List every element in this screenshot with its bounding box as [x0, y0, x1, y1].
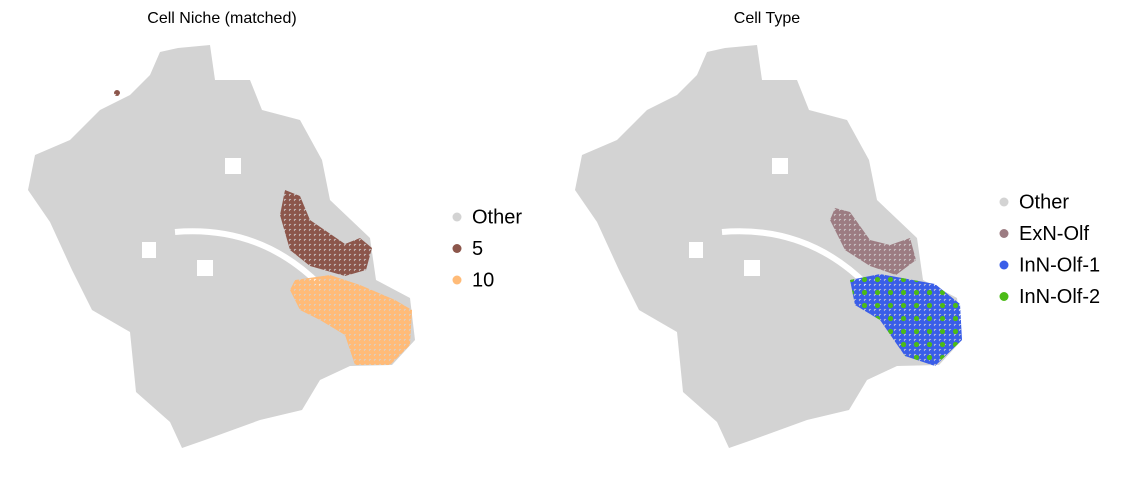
gap — [174, 228, 323, 288]
panel-title: Cell Niche (matched) — [147, 10, 296, 27]
legend-marker — [999, 260, 1009, 270]
legend-label: InN-Olf-2 — [1019, 286, 1100, 308]
legend-marker — [999, 197, 1009, 207]
niche-points — [114, 90, 120, 96]
type-points — [850, 274, 962, 366]
legend-marker — [452, 212, 462, 222]
legend-label: 10 — [472, 269, 494, 291]
legend-label: InN-Olf-1 — [1019, 254, 1100, 276]
niche-points — [290, 275, 412, 365]
legend-label: Other — [472, 206, 522, 228]
legend-marker — [999, 229, 1009, 238]
panel-title: Cell Type — [734, 10, 801, 27]
legend-marker — [452, 275, 462, 285]
type-points — [830, 208, 916, 275]
legend-marker — [999, 292, 1009, 301]
legend-marker — [452, 244, 462, 253]
hole — [689, 158, 788, 276]
panel: Cell Niche (matched) Other 5 10 — [28, 10, 522, 448]
panel: Cell Type Other ExN-Olf InN-Olf-1 InN-Olf-2 — [575, 10, 1100, 448]
legend-label: Other — [1019, 191, 1069, 213]
niche-points — [280, 190, 372, 276]
hole — [142, 158, 241, 276]
legend-label: ExN-Olf — [1019, 223, 1089, 245]
legend-label: 5 — [472, 238, 483, 260]
gap — [721, 228, 870, 288]
